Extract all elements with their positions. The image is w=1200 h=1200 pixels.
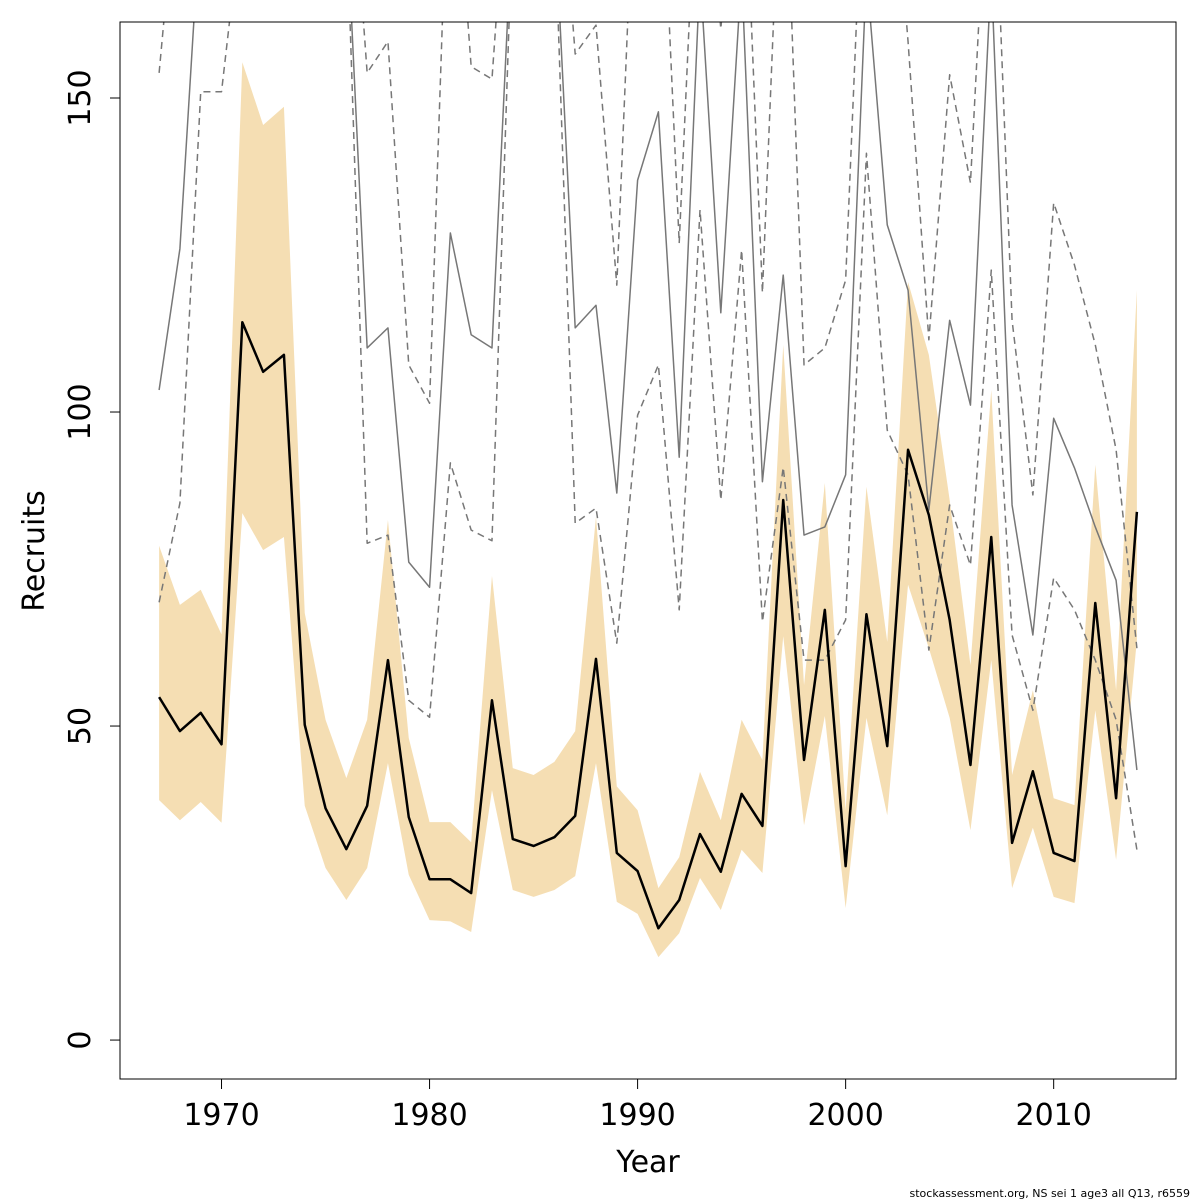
x-tick-label: 2010 <box>1015 1098 1091 1133</box>
y-tick-label: 0 <box>63 1031 98 1050</box>
y-axis-label: Recruits <box>17 490 52 612</box>
series-line <box>158 320 1139 930</box>
x-tick-label: 1990 <box>599 1098 675 1133</box>
footer: stockassessment.org, NS sei 1 age3 all Q… <box>910 1187 1190 1200</box>
y-tick-label: 150 <box>63 69 98 126</box>
series-line <box>158 22 1138 771</box>
y-tick-label: 100 <box>63 383 98 440</box>
x-tick-label: 1980 <box>391 1098 467 1133</box>
series-line <box>158 22 1138 850</box>
x-tick-label: 2000 <box>807 1098 883 1133</box>
confidence-band <box>159 62 1137 958</box>
y-tick-label: 50 <box>63 707 98 745</box>
plot-frame <box>119 21 1177 1080</box>
plot-area <box>158 22 1139 958</box>
series-line <box>158 22 1138 649</box>
x-tick-label: 1970 <box>183 1098 259 1133</box>
x-axis-label: Year <box>615 1145 680 1180</box>
